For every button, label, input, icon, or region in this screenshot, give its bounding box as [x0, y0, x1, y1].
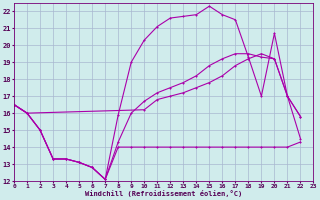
X-axis label: Windchill (Refroidissement éolien,°C): Windchill (Refroidissement éolien,°C) [85, 190, 242, 197]
